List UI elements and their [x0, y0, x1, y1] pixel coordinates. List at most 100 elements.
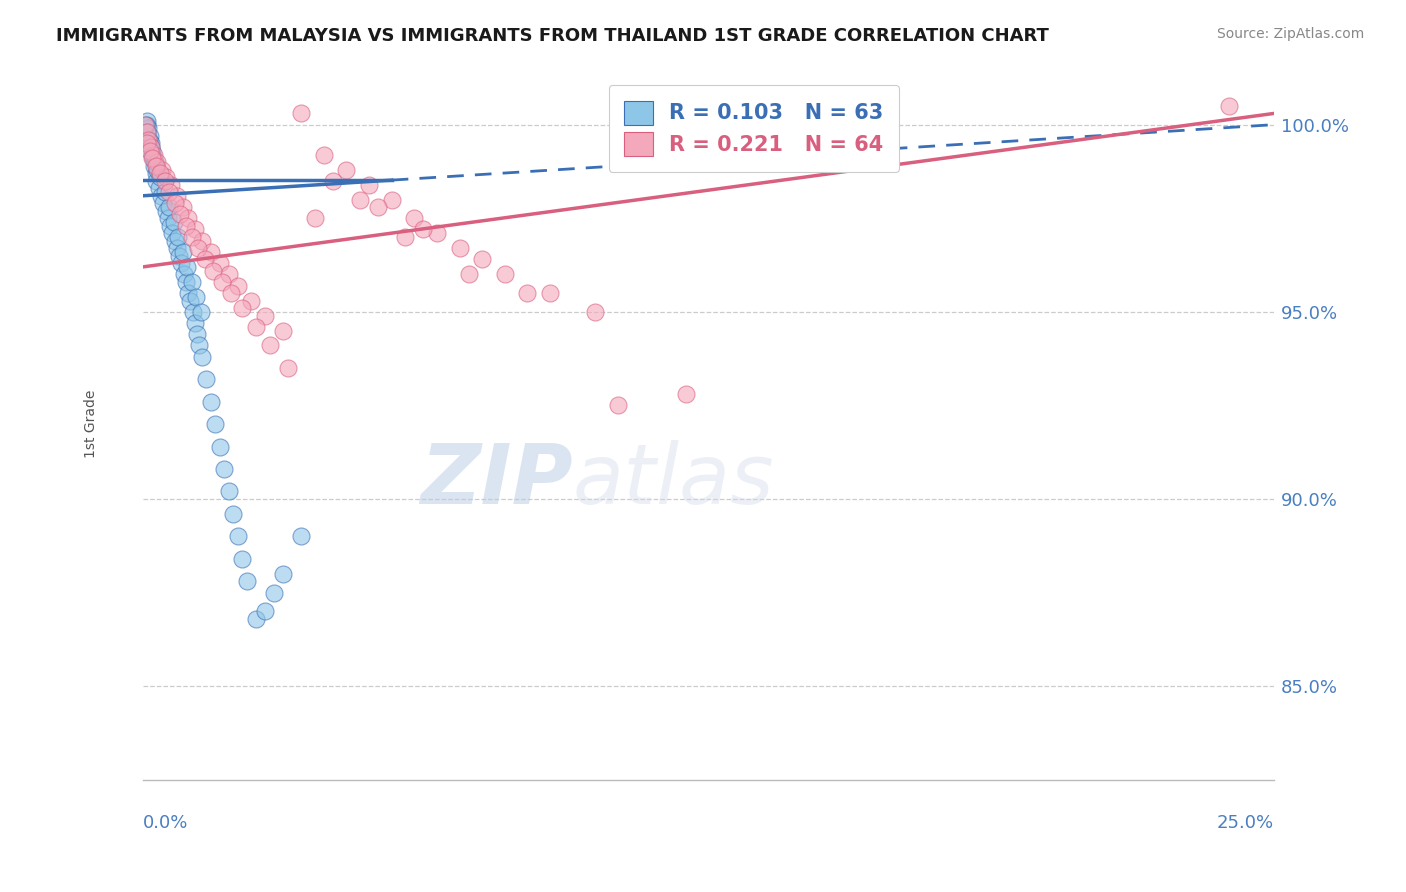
Point — [187, 241, 209, 255]
Point — [304, 211, 326, 226]
Point — [245, 319, 267, 334]
Point — [583, 305, 606, 319]
Point — [134, 118, 156, 132]
Point — [426, 226, 449, 240]
Point — [157, 200, 180, 214]
Point — [145, 174, 167, 188]
Point — [208, 256, 231, 270]
Point — [240, 293, 263, 308]
Point — [166, 241, 188, 255]
Point — [143, 147, 166, 161]
Point — [138, 128, 160, 143]
Point — [254, 309, 277, 323]
Point — [254, 604, 277, 618]
Point — [162, 226, 184, 240]
Text: 25.0%: 25.0% — [1216, 814, 1274, 832]
Point — [494, 268, 516, 282]
Point — [186, 327, 208, 342]
Point — [135, 118, 157, 132]
Point — [381, 193, 404, 207]
Point — [135, 125, 157, 139]
Text: IMMIGRANTS FROM MALAYSIA VS IMMIGRANTS FROM THAILAND 1ST GRADE CORRELATION CHART: IMMIGRANTS FROM MALAYSIA VS IMMIGRANTS F… — [56, 27, 1049, 45]
Point — [141, 147, 163, 161]
Point — [136, 136, 159, 151]
Point — [236, 574, 259, 589]
Point — [166, 188, 188, 202]
Point — [675, 387, 697, 401]
Point — [219, 286, 242, 301]
Point — [180, 275, 202, 289]
Point — [155, 203, 177, 218]
Point — [226, 278, 249, 293]
Point — [163, 215, 186, 229]
Point — [173, 268, 195, 282]
Point — [160, 178, 183, 192]
Point — [184, 316, 207, 330]
Point — [335, 162, 357, 177]
Point — [277, 361, 299, 376]
Point — [231, 552, 253, 566]
Point — [134, 125, 156, 139]
Point — [190, 234, 212, 248]
Point — [312, 147, 335, 161]
Point — [138, 133, 160, 147]
Point — [141, 144, 163, 158]
Point — [145, 159, 167, 173]
Point — [1218, 99, 1240, 113]
Point — [177, 286, 200, 301]
Point — [177, 211, 200, 226]
Point — [163, 234, 186, 248]
Point — [184, 222, 207, 236]
Point — [156, 211, 179, 226]
Point — [538, 286, 561, 301]
Point — [218, 268, 240, 282]
Point — [394, 230, 416, 244]
Point — [155, 170, 177, 185]
Point — [194, 252, 217, 267]
Point — [211, 275, 233, 289]
Point — [170, 256, 193, 270]
Point — [404, 211, 426, 226]
Legend: R = 0.103   N = 63, R = 0.221   N = 64: R = 0.103 N = 63, R = 0.221 N = 64 — [609, 86, 898, 171]
Point — [263, 585, 285, 599]
Point — [449, 241, 471, 255]
Point — [143, 155, 166, 169]
Point — [271, 566, 294, 581]
Point — [180, 230, 202, 244]
Point — [179, 293, 201, 308]
Point — [139, 140, 162, 154]
Point — [149, 170, 172, 185]
Point — [174, 275, 197, 289]
Text: Source: ZipAtlas.com: Source: ZipAtlas.com — [1216, 27, 1364, 41]
Point — [188, 338, 211, 352]
Text: atlas: atlas — [572, 441, 775, 522]
Point — [259, 338, 281, 352]
Point — [516, 286, 538, 301]
Point — [290, 529, 312, 543]
Point — [201, 263, 224, 277]
Point — [167, 230, 190, 244]
Point — [457, 268, 479, 282]
Point — [214, 462, 236, 476]
Point — [143, 159, 166, 173]
Point — [146, 155, 169, 169]
Point — [157, 185, 180, 199]
Point — [172, 244, 194, 259]
Point — [195, 372, 218, 386]
Point — [152, 196, 174, 211]
Point — [218, 484, 240, 499]
Point — [145, 166, 167, 180]
Text: 1st Grade: 1st Grade — [83, 390, 97, 458]
Point — [136, 133, 159, 147]
Point — [172, 200, 194, 214]
Point — [412, 222, 434, 236]
Point — [271, 324, 294, 338]
Point — [176, 260, 198, 274]
Point — [135, 118, 157, 132]
Point — [204, 417, 226, 431]
Point — [174, 219, 197, 233]
Point — [606, 398, 628, 412]
Point — [139, 136, 162, 151]
Point — [136, 114, 159, 128]
Point — [142, 152, 165, 166]
